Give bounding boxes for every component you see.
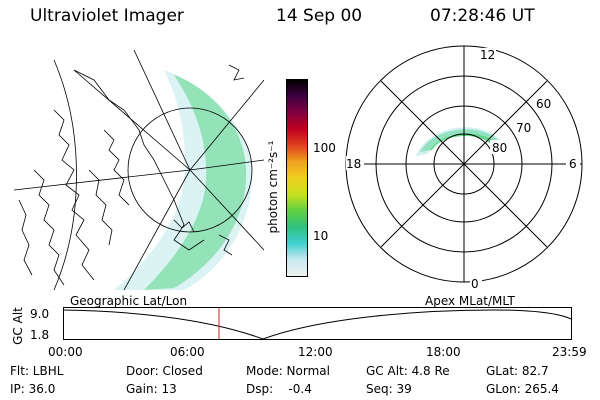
polar-plot: 12 18 6 0 60 70 80 [345,45,583,291]
polar-meridian-diag2 [380,80,548,248]
info-gain: Gain: 13 [126,382,177,396]
polar-label-12: 12 [480,48,495,62]
geographic-map [14,50,264,290]
altitude-curve [62,309,572,340]
colorbar-tick-100: 100 [313,141,336,155]
instrument-title: Ultraviolet Imager [30,6,184,26]
info-filter: Flt: LBHL [10,364,64,378]
polar-aurora-halo [416,127,508,156]
info-ip: IP: 36.0 [10,382,56,396]
timeline-x-tick-1: 06:00 [170,345,205,359]
colorbar-tick-10: 10 [313,229,329,243]
info-glon: GLon: 265.4 [486,382,559,396]
info-dsp: Dsp: -0.4 [246,382,312,396]
polar-label-70: 70 [516,121,531,135]
polar-label-18: 18 [346,157,361,171]
polar-label-60: 60 [536,97,551,111]
timeline-x-tick-3: 18:00 [426,345,461,359]
timeline-x-tick-0: 00:00 [48,345,83,359]
map-graticule [14,50,264,290]
info-mode: Mode: Normal [246,364,330,378]
timeline-y-tick-low: 1.8 [30,328,50,342]
time-label: 07:28:46 UT [430,6,535,26]
info-glat: GLat: 82.7 [486,364,549,378]
colorbar [286,79,308,277]
timeline-left-title: Geographic Lat/Lon [70,294,188,308]
timeline-x-tick-4: 23:59 [552,345,587,359]
altitude-timeline [62,307,572,340]
timeline-y-label: GC Alt [11,307,25,345]
info-gc-alt: GC Alt: 4.8 Re [366,364,450,378]
info-seq: Seq: 39 [366,382,412,396]
info-door: Door: Closed [126,364,203,378]
timeline-x-tick-2: 12:00 [298,345,333,359]
timeline-right-title: Apex MLat/MLT [425,294,515,308]
date-label: 14 Sep 00 [276,6,363,26]
timeline-y-tick-high: 9.0 [30,307,50,321]
aurora-halo [114,70,253,290]
polar-label-0: 0 [471,277,479,291]
polar-label-80: 80 [492,141,507,155]
colorbar-unit-label: photon cm⁻²s⁻¹ [266,140,280,234]
polar-label-6: 6 [569,157,577,171]
